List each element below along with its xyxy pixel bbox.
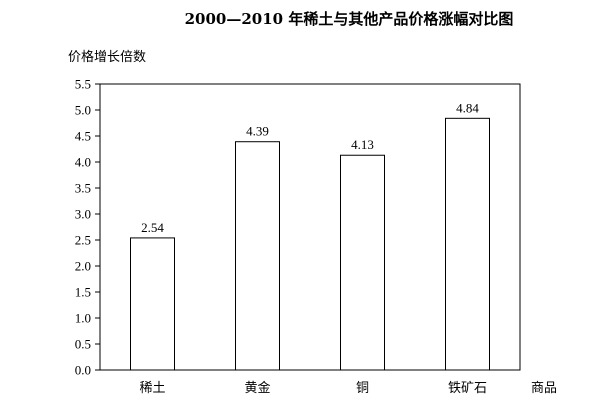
y-axis-label: 价格增长倍数 <box>68 49 146 65</box>
bar-value-label: 4.84 <box>456 100 479 115</box>
x-axis-label: 商品 <box>531 381 557 396</box>
bars-group <box>130 117 490 371</box>
y-axis: 0.0 0.5 1.0 1.5 2.0 2.5 3.0 3.5 4.0 4.5 5.0 5.5 <box>75 77 100 378</box>
y-tick-label: 0.5 <box>75 337 91 352</box>
bar-4 <box>445 117 490 371</box>
y-tick-label: 3.5 <box>75 181 91 196</box>
bar-value-label: 2.54 <box>141 220 164 235</box>
y-tick-label: 5.0 <box>75 103 91 118</box>
value-labels: 2.54 4.39 4.13 4.84 <box>141 100 479 235</box>
x-axis: 稀土 黄金 铜 铁矿石 <box>139 380 487 396</box>
x-tick-label: 铜 <box>356 381 369 396</box>
bar-1 <box>130 237 175 371</box>
bar-2 <box>235 141 280 371</box>
chart-title: 2000—2010 年稀土与其他产品价格涨幅对比图 <box>185 10 514 28</box>
y-tick-label: 4.0 <box>75 155 91 170</box>
plot-frame <box>99 83 521 371</box>
bar-value-label: 4.39 <box>246 124 269 139</box>
y-tick-label: 2.5 <box>75 233 91 248</box>
y-tick-label: 0.0 <box>75 363 91 378</box>
y-tick-label: 2.0 <box>75 259 91 274</box>
y-tick-label: 3.0 <box>75 207 91 222</box>
x-tick-label: 黄金 <box>244 380 270 396</box>
y-tick-label: 1.5 <box>75 285 91 300</box>
bar-value-label: 4.13 <box>351 137 374 152</box>
x-tick-label: 稀土 <box>139 381 165 396</box>
y-tick-label: 4.5 <box>75 129 91 144</box>
y-tick-label: 1.0 <box>75 311 91 326</box>
x-tick-label: 铁矿石 <box>448 381 487 396</box>
y-tick-label: 5.5 <box>75 77 91 92</box>
bar-3 <box>340 154 385 371</box>
